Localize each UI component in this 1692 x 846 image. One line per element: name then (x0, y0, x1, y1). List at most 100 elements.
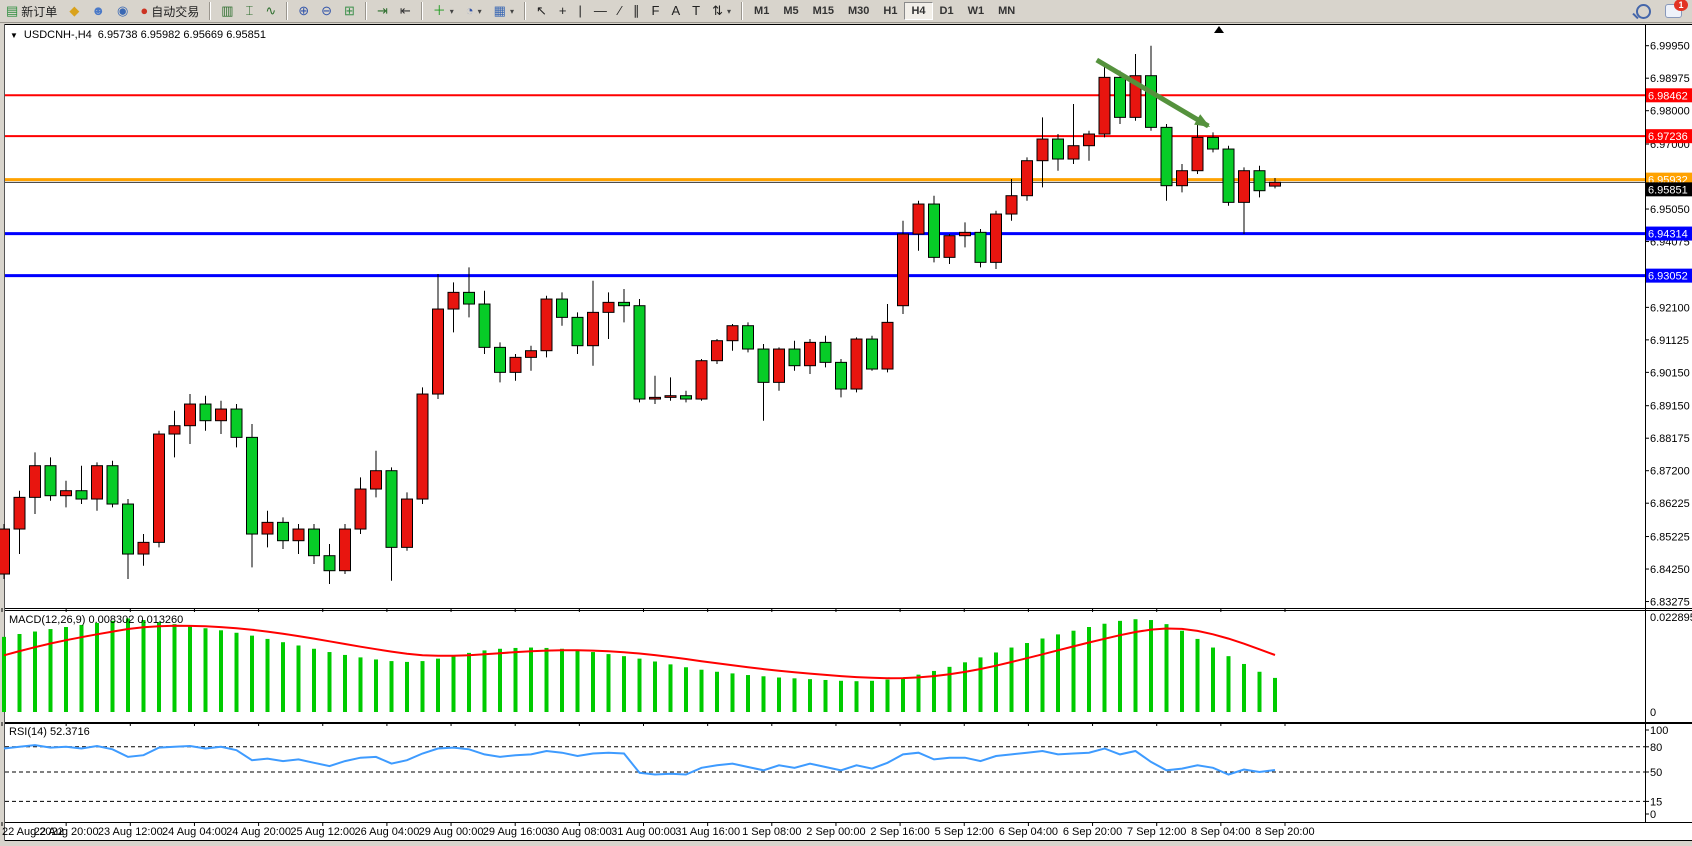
candle-down[interactable] (1160, 126, 1173, 187)
profile-button[interactable]: ☻ (86, 2, 110, 20)
candle-up[interactable] (1129, 75, 1142, 118)
candle-up[interactable] (897, 233, 909, 307)
candle-up[interactable] (137, 541, 150, 555)
candle-up[interactable] (649, 396, 661, 400)
signals-button[interactable]: ◉ (112, 2, 133, 20)
price-badge-6.98462[interactable]: 6.98462 (1646, 88, 1692, 103)
vertical-line-button[interactable]: | (573, 2, 586, 20)
channel-button[interactable]: ∥ (628, 2, 645, 20)
candle-up[interactable] (29, 465, 41, 498)
trend-arrow-annotation[interactable] (1095, 57, 1213, 132)
candle-up[interactable] (943, 235, 956, 258)
line-chart-button[interactable]: ∿ (260, 2, 281, 20)
candle-up[interactable] (13, 496, 26, 530)
price-axis[interactable]: 6.999506.989756.980006.970006.950506.940… (1645, 41, 1692, 821)
candle-up[interactable] (990, 213, 1002, 263)
dropdown-arrow-icon[interactable]: ▾ (477, 6, 482, 16)
candle-down[interactable] (1207, 136, 1219, 150)
cursor-button[interactable]: ↖ (531, 2, 552, 20)
candle-down[interactable] (1145, 75, 1157, 128)
candle-up[interactable] (91, 465, 103, 500)
chevron-down-icon[interactable]: ▼ (10, 30, 18, 40)
candle-down[interactable] (1222, 148, 1235, 203)
candle-up[interactable] (292, 528, 305, 542)
candle-down[interactable] (44, 465, 57, 497)
candle-up[interactable] (0, 528, 10, 575)
bar-chart-button[interactable]: ▥ (216, 2, 238, 20)
candle-up[interactable] (959, 231, 971, 237)
candle-up[interactable] (711, 340, 723, 362)
candle-up[interactable] (1191, 136, 1204, 172)
label-button[interactable]: T (687, 2, 705, 20)
candle-down[interactable] (75, 490, 88, 500)
candle-up[interactable] (525, 350, 537, 358)
arrows-button[interactable]: ⇅ ▾ (707, 2, 736, 20)
timeframe-button-h1[interactable]: H1 (883, 5, 898, 17)
templates-button[interactable]: ▦ ▾ (489, 2, 519, 20)
candle-down[interactable] (974, 231, 987, 263)
candle-up[interactable] (509, 356, 522, 373)
new-order-button[interactable]: ▤ 新订单 (1, 1, 62, 22)
dropdown-arrow-icon[interactable]: ▾ (449, 6, 454, 16)
chart-surface[interactable] (5, 24, 1692, 840)
zoom-out-button[interactable]: ⊖ (316, 2, 337, 20)
candle-down[interactable] (478, 303, 491, 348)
candlestick-chart-button[interactable]: ⌶ (241, 2, 259, 20)
candle-up[interactable] (1036, 138, 1049, 162)
candle-up[interactable] (1269, 181, 1281, 187)
candle-down[interactable] (246, 436, 258, 535)
candle-up[interactable] (1176, 170, 1188, 187)
candle-up[interactable] (695, 360, 708, 400)
candle-up[interactable] (850, 338, 863, 390)
periods-button[interactable]: ◔ ▾ (461, 2, 487, 20)
timeframe-button-m5[interactable]: M5 (783, 5, 799, 17)
timeframe-button-m1[interactable]: M1 (754, 5, 770, 17)
candle-up[interactable] (432, 308, 444, 395)
candle-up[interactable] (60, 490, 72, 497)
candle-down[interactable] (463, 291, 475, 305)
candle-up[interactable] (587, 311, 599, 347)
crosshair-button[interactable]: + (554, 2, 572, 20)
candle-down[interactable] (571, 316, 584, 347)
candle-up[interactable] (773, 348, 785, 383)
candle-down[interactable] (1253, 170, 1266, 192)
candle-down[interactable] (819, 341, 832, 363)
candle-down[interactable] (928, 203, 940, 258)
trendline-button[interactable]: ∕ (614, 2, 626, 20)
candle-up[interactable] (664, 395, 677, 398)
candle-down[interactable] (788, 348, 801, 367)
price-badge-6.94314[interactable]: 6.94314 (1646, 226, 1692, 241)
candle-down[interactable] (633, 305, 646, 400)
candle-down[interactable] (230, 408, 243, 438)
candle-up[interactable] (726, 325, 739, 342)
candle-down[interactable] (618, 301, 630, 307)
candle-up[interactable] (912, 203, 925, 235)
text-button[interactable]: A (667, 2, 686, 20)
candle-down[interactable] (556, 298, 568, 318)
candle-up[interactable] (447, 291, 460, 310)
zoom-in-button[interactable]: ⊕ (293, 2, 314, 20)
fibonacci-button[interactable]: F (647, 2, 665, 20)
candle-down[interactable] (385, 470, 398, 548)
candle-up[interactable] (261, 521, 274, 535)
candle-up[interactable] (354, 488, 367, 530)
indicators-button[interactable]: ＋ ▾ (428, 2, 459, 20)
candle-up[interactable] (804, 341, 816, 367)
candle-down[interactable] (1114, 76, 1126, 118)
candle-down[interactable] (277, 521, 289, 542)
candle-up[interactable] (401, 498, 413, 548)
candle-up[interactable] (184, 403, 196, 427)
candle-down[interactable] (835, 361, 847, 390)
candle-down[interactable] (323, 555, 336, 572)
chart-shift-button[interactable]: ⇤ (395, 2, 416, 20)
candle-up[interactable] (1098, 76, 1111, 135)
dropdown-arrow-icon[interactable]: ▾ (509, 6, 514, 16)
candle-up[interactable] (881, 321, 894, 370)
candle-down[interactable] (308, 528, 320, 557)
current-price-badge[interactable]: 6.95851 (1646, 182, 1692, 197)
candle-up[interactable] (370, 470, 382, 490)
candle-up[interactable] (540, 298, 553, 352)
candle-up[interactable] (153, 433, 165, 543)
price-badge-6.93052[interactable]: 6.93052 (1646, 268, 1692, 283)
